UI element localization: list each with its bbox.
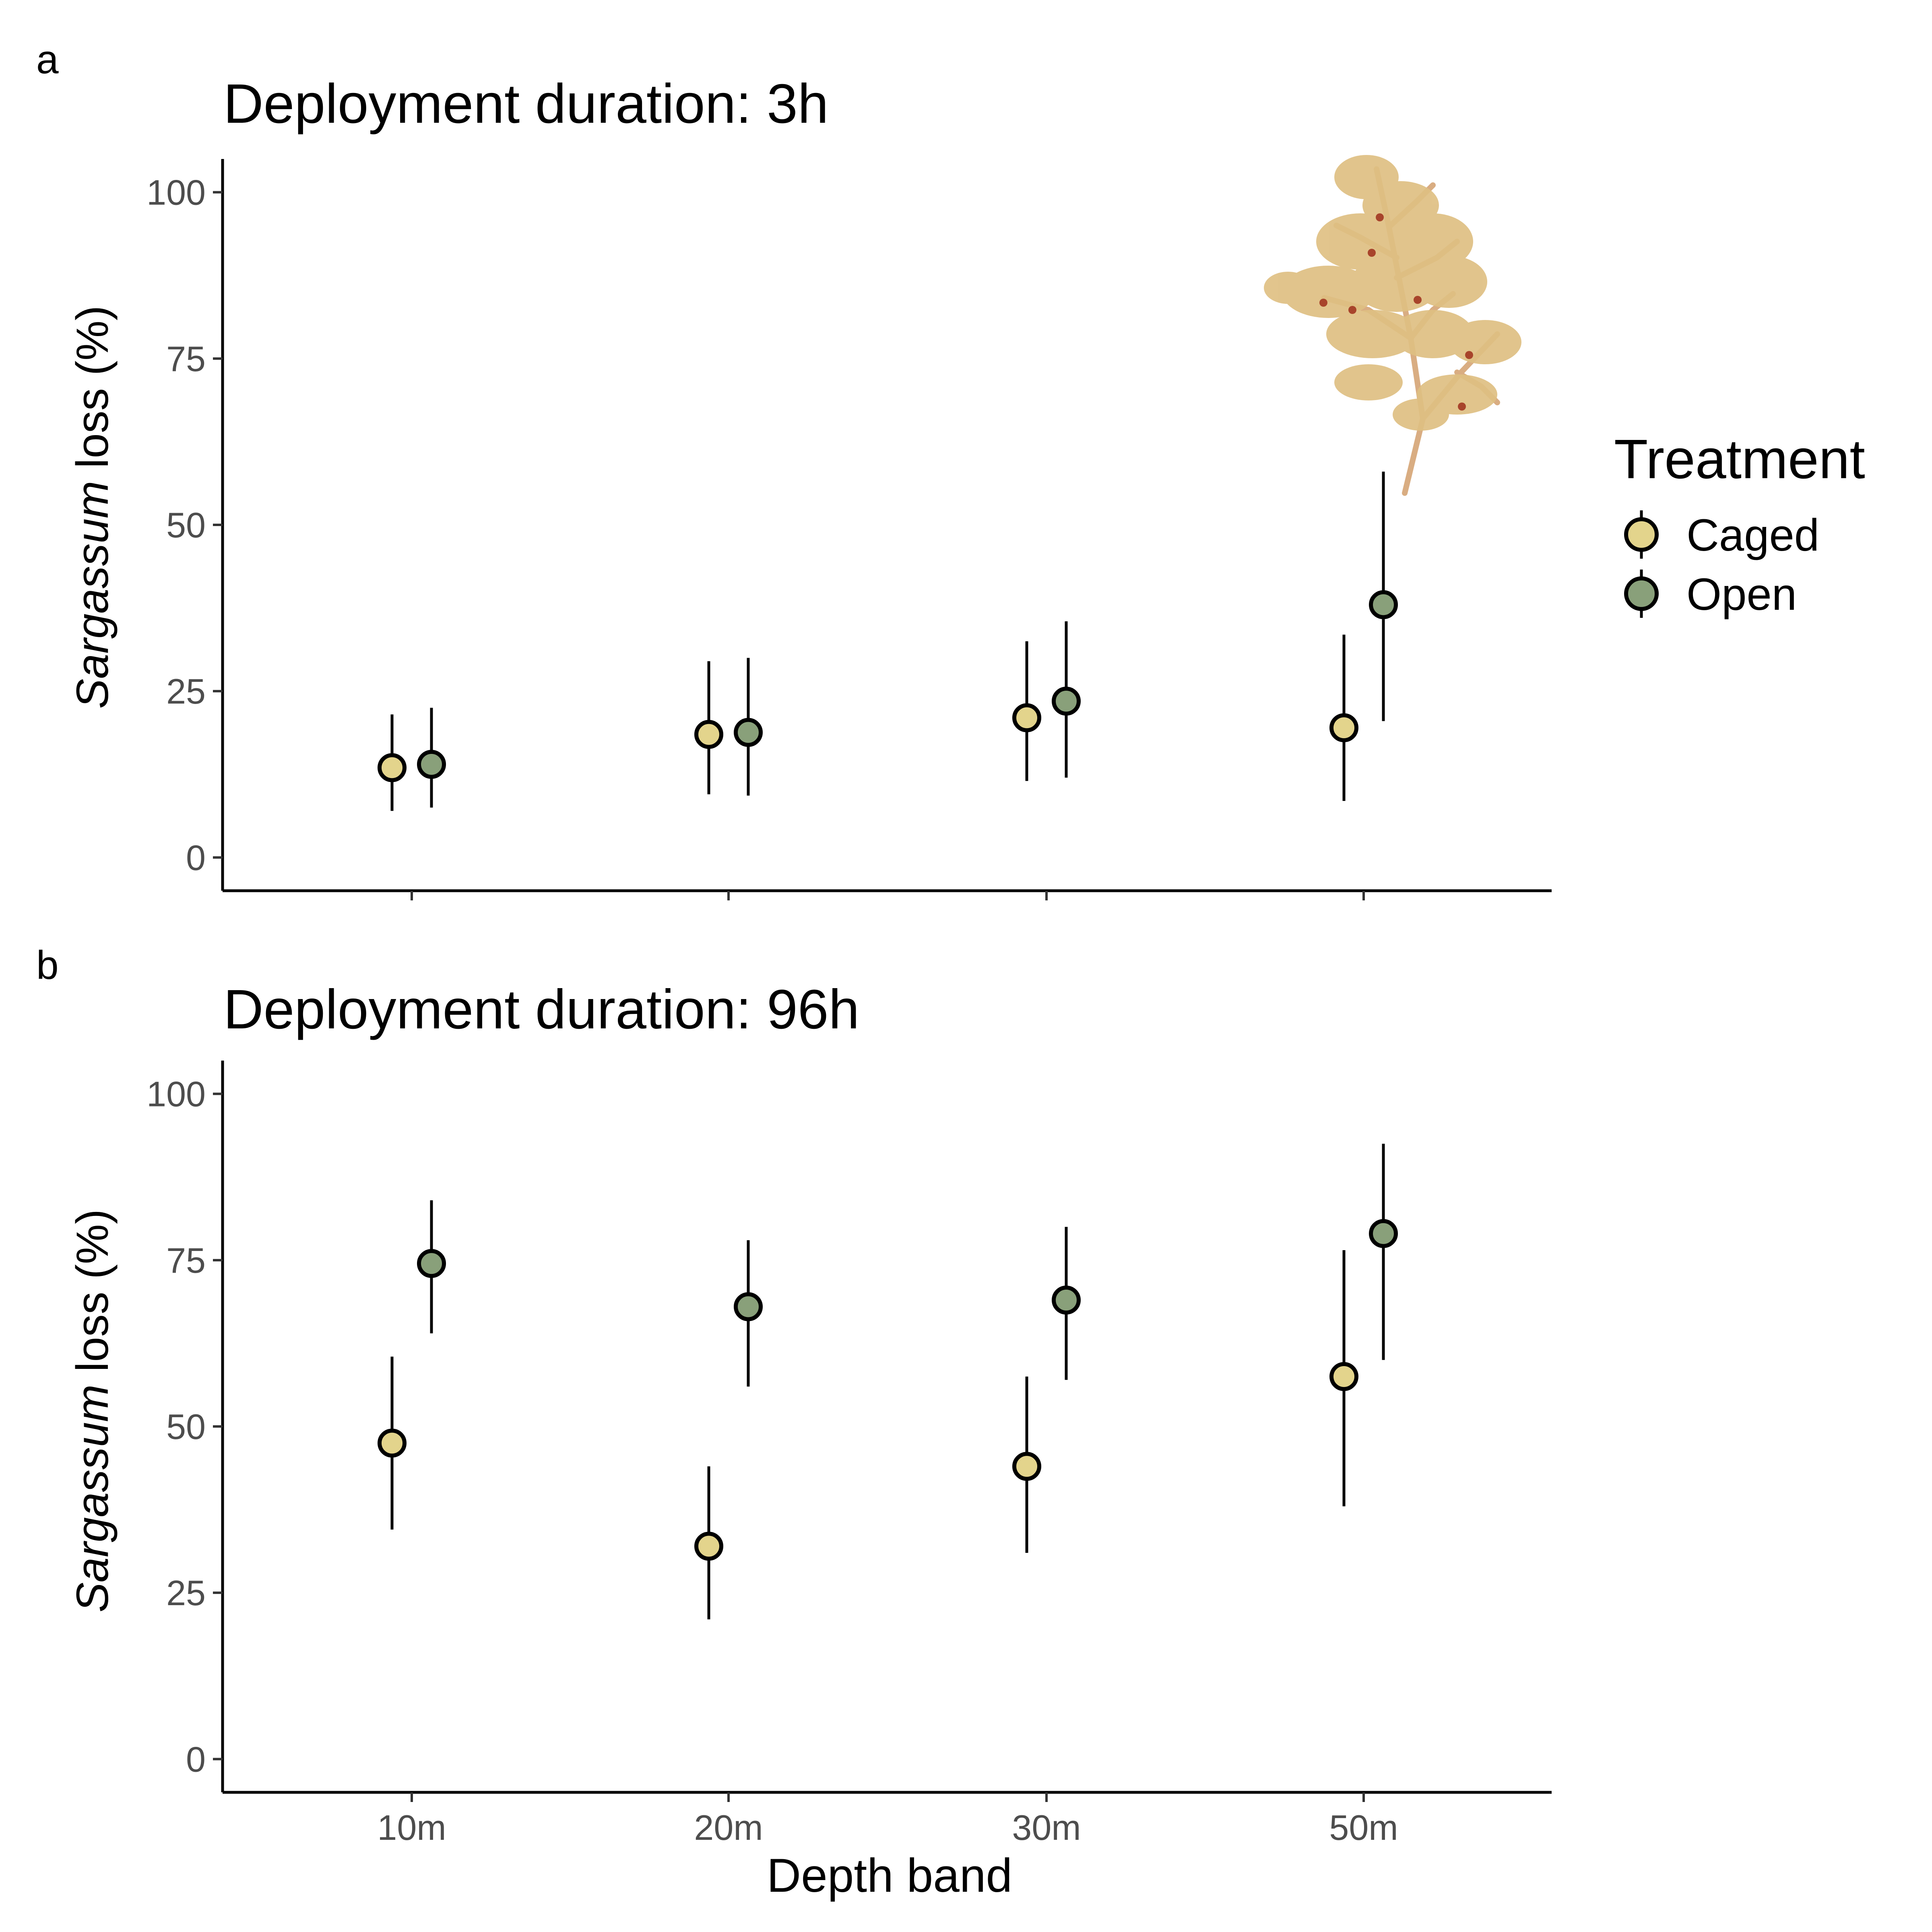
data-point-caged bbox=[378, 1428, 407, 1458]
y-tick-label: 75 bbox=[166, 339, 206, 379]
x-tick-label: 20m bbox=[694, 1808, 763, 1847]
y-axis-label-rest: loss (%) bbox=[67, 1209, 118, 1385]
svg-text:Sargassum loss (%): Sargassum loss (%) bbox=[67, 1209, 118, 1612]
y-tick-label: 100 bbox=[147, 173, 206, 213]
y-axis-label-italic: Sargassum bbox=[67, 481, 118, 709]
legend-key-caged bbox=[1624, 517, 1659, 552]
legend-label-open: Open bbox=[1686, 569, 1797, 619]
data-point-open bbox=[417, 749, 446, 779]
data-point-open bbox=[417, 1249, 446, 1278]
data-point-open bbox=[1369, 1219, 1398, 1248]
legend-item-open: Open bbox=[1624, 569, 1797, 619]
marks bbox=[378, 1144, 1398, 1620]
x-tick-label: 50m bbox=[1329, 1808, 1398, 1847]
panel-letter: b bbox=[36, 943, 59, 988]
data-point-caged bbox=[694, 1532, 723, 1561]
legend-title: Treatment bbox=[1614, 428, 1865, 490]
data-point-open bbox=[734, 718, 763, 747]
y-axis-label-italic: Sargassum bbox=[67, 1385, 118, 1612]
y-axis-label-rest: loss (%) bbox=[67, 305, 118, 481]
legend-key-open bbox=[1624, 576, 1659, 611]
marks bbox=[378, 471, 1398, 811]
y-tick-label: 50 bbox=[166, 1407, 206, 1447]
data-point-open bbox=[1052, 1285, 1081, 1315]
x-tick-label: 30m bbox=[1012, 1808, 1081, 1847]
y-tick-label: 25 bbox=[166, 671, 206, 711]
sargassum-illustration bbox=[1264, 155, 1521, 496]
data-point-caged bbox=[694, 720, 723, 749]
y-axis-label: Sargassum loss (%) bbox=[67, 305, 118, 709]
legend-item-caged: Caged bbox=[1624, 510, 1819, 560]
data-point-caged bbox=[1012, 1452, 1041, 1481]
y-tick-label: 50 bbox=[166, 505, 206, 545]
data-point-open bbox=[734, 1292, 763, 1321]
legend: Treatment Caged Open bbox=[1614, 428, 1865, 619]
y-tick-label: 25 bbox=[166, 1573, 206, 1613]
ticks: 0 25 50 75 100 bbox=[147, 173, 1365, 900]
data-point-caged bbox=[1012, 703, 1041, 733]
panel-title: Deployment duration: 96h bbox=[223, 978, 859, 1040]
data-point-open bbox=[1052, 686, 1081, 716]
ticks: 0 25 50 75 100 10m 20m 30m 50m bbox=[147, 1074, 1398, 1847]
x-axis-label: Depth band bbox=[767, 1849, 1012, 1902]
data-point-caged bbox=[1329, 713, 1358, 743]
data-point-caged bbox=[1329, 1362, 1358, 1391]
x-tick-label: 10m bbox=[377, 1808, 446, 1847]
data-point-caged bbox=[378, 753, 407, 782]
y-tick-label: 0 bbox=[186, 1739, 206, 1779]
y-axis-label: Sargassum loss (%) bbox=[67, 1209, 118, 1612]
svg-text:Sargassum loss (%): Sargassum loss (%) bbox=[67, 305, 118, 709]
panel-a: a Deployment duration: 3h Sargassum loss… bbox=[36, 37, 1552, 900]
y-tick-label: 0 bbox=[186, 838, 206, 877]
legend-label-caged: Caged bbox=[1686, 510, 1819, 560]
panel-title: Deployment duration: 3h bbox=[223, 73, 829, 135]
y-tick-label: 75 bbox=[166, 1241, 206, 1280]
y-tick-label: 100 bbox=[147, 1074, 206, 1114]
data-point-open bbox=[1369, 590, 1398, 619]
panel-b: b Deployment duration: 96h Sargassum los… bbox=[36, 943, 1552, 1847]
panel-letter: a bbox=[36, 37, 59, 82]
